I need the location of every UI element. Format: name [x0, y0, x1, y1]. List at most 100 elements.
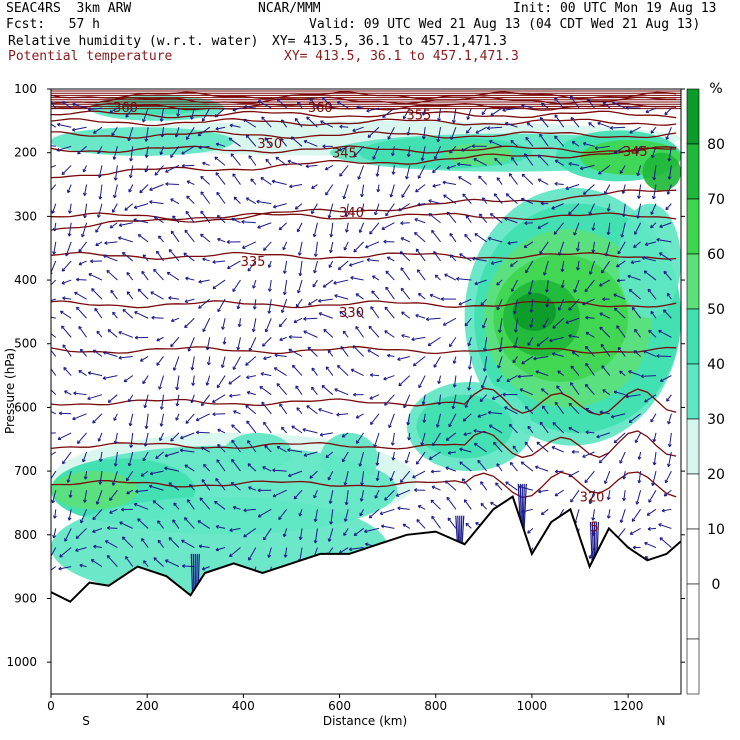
wind-arrowhead [644, 242, 649, 247]
wind-arrowhead [76, 306, 80, 311]
wind-arrowhead [508, 423, 513, 428]
wind-arrow [202, 162, 210, 166]
wind-arrowhead [416, 519, 420, 523]
wind-arrow [592, 509, 595, 521]
wind-arrowhead [83, 476, 88, 480]
wind-arrow [385, 286, 395, 300]
wind-arrowhead [467, 387, 472, 391]
wind-arrow [261, 116, 272, 128]
wind-arrow [551, 446, 564, 453]
wind-arrowhead [465, 130, 470, 134]
wind-arrow [153, 557, 164, 567]
theta-contour [51, 102, 677, 111]
wind-arrowhead [420, 157, 425, 161]
wind-arrow [74, 291, 87, 300]
wind-arrow [64, 390, 72, 396]
wind-arrowhead [432, 442, 436, 447]
wind-arrow [652, 470, 657, 486]
wind-arrowhead [539, 117, 544, 121]
wind-arrowhead [329, 233, 334, 238]
wind-arrow [198, 298, 211, 309]
wind-arrow [312, 279, 318, 288]
wind-arrowhead [458, 176, 462, 180]
wind-arrow [113, 146, 118, 160]
y-axis-label: Pressure (hPa) [3, 348, 17, 434]
wind-arrowhead [78, 370, 82, 374]
wind-arrowhead [90, 559, 95, 563]
colorbar-tick-label: 20 [707, 467, 725, 483]
wind-arrow [663, 270, 672, 281]
wind-arrow [665, 470, 672, 484]
wind-arrowhead [124, 207, 128, 211]
wind-arrow [359, 509, 365, 516]
wind-arrow [541, 508, 549, 516]
wind-arrowhead [591, 517, 596, 521]
wind-arrow [327, 350, 334, 357]
wind-arrow [315, 241, 318, 257]
wind-arrowhead [666, 398, 670, 402]
colorbar-swatch [686, 88, 700, 145]
wind-arrow [464, 234, 472, 243]
wind-arrow [571, 351, 580, 357]
wind-arrowhead [90, 259, 94, 264]
wind-arrow [156, 336, 164, 342]
wind-arrow [427, 336, 441, 347]
wind-arrow [329, 490, 334, 504]
wind-arrowhead [74, 291, 78, 296]
wind-arrowhead [659, 378, 664, 382]
wind-arrow [496, 177, 503, 185]
wind-arrow [54, 222, 57, 232]
wind-arrowhead [181, 163, 185, 168]
wind-arrow [568, 470, 580, 477]
wind-arrowhead [58, 566, 62, 571]
wind-arrowhead [309, 97, 314, 102]
wind-arrow [229, 394, 241, 397]
wind-arrowhead [95, 242, 99, 247]
wind-arrow [538, 154, 549, 166]
wind-arrow [583, 184, 595, 195]
wind-arrowhead [110, 289, 114, 294]
wind-arrow [432, 184, 441, 187]
wind-arrowhead [386, 256, 391, 261]
wind-arrow [217, 215, 226, 224]
wind-arrow [605, 241, 611, 257]
wind-arrowhead [352, 128, 356, 133]
wind-arrow [507, 241, 518, 244]
wind-arrow [592, 222, 595, 231]
wind-arrowhead [328, 500, 333, 504]
wind-arrowhead [370, 306, 374, 310]
wind-arrow [299, 509, 303, 517]
wind-arrow [338, 260, 349, 270]
wind-arrow [232, 279, 241, 292]
wind-arrowhead [641, 256, 646, 261]
wind-arrowhead [321, 384, 326, 389]
wind-arrow [339, 126, 349, 128]
wind-arrowhead [619, 370, 623, 375]
wind-arrowhead [297, 252, 302, 256]
wind-arrowhead [246, 390, 251, 395]
wind-arrowhead [128, 189, 132, 193]
wind-arrowhead [545, 303, 550, 308]
wind-arrow [249, 337, 257, 352]
wind-arrowhead [200, 446, 205, 451]
wind-arrow [554, 401, 565, 415]
wind-arrowhead [82, 192, 87, 196]
wind-arrowhead [248, 486, 252, 490]
wind-arrowhead [52, 534, 57, 539]
wind-arrow [160, 413, 165, 427]
wind-arrow [482, 197, 488, 204]
wind-arrow [59, 547, 72, 558]
wind-arrowhead [421, 112, 426, 116]
wind-arrow [667, 451, 672, 467]
wind-arrowhead [104, 540, 109, 544]
wind-arrow [144, 165, 149, 173]
wind-arrowhead [122, 251, 126, 256]
wind-arrow [230, 482, 241, 491]
wind-arrowhead [198, 305, 202, 309]
wind-arrow [78, 260, 87, 266]
colorbar-tick-label: 10 [707, 522, 725, 538]
wind-arrowhead [52, 251, 57, 255]
wind-arrow [252, 279, 257, 289]
wind-arrow [321, 385, 334, 396]
wind-arrow [57, 432, 72, 440]
